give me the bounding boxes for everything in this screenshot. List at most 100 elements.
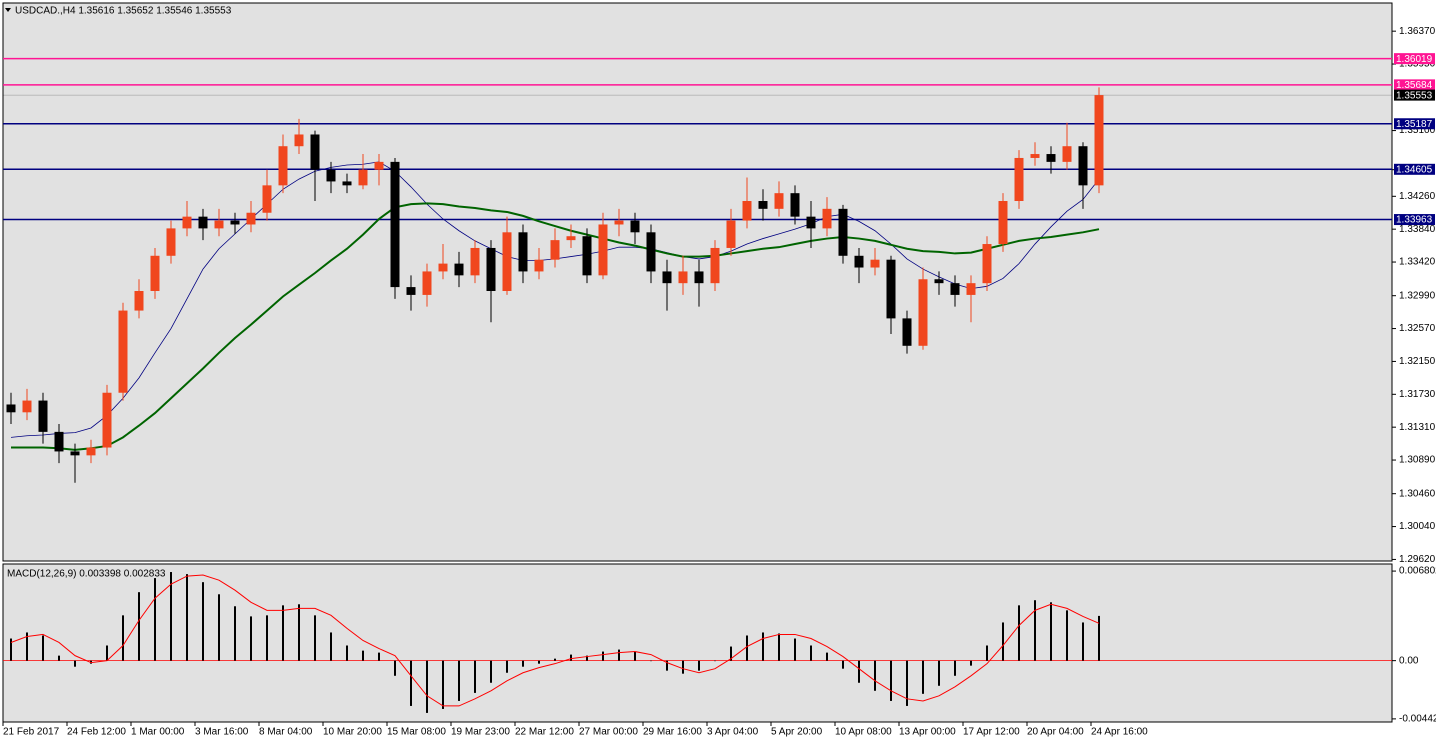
candle-body xyxy=(262,185,272,213)
macd-bar xyxy=(42,635,44,661)
macd-bar xyxy=(538,660,540,664)
candle-body xyxy=(934,279,944,284)
macd-bar xyxy=(378,652,380,661)
macd-bar xyxy=(650,660,652,662)
candle-body xyxy=(278,146,288,186)
signal-line xyxy=(10,574,1100,707)
candle-body xyxy=(1062,146,1072,162)
macd-bar xyxy=(794,638,796,661)
menu-arrow[interactable] xyxy=(5,8,11,12)
candle-body xyxy=(182,216,192,229)
macd-bar xyxy=(474,660,476,693)
macd-bar xyxy=(170,572,172,661)
y-tick-label: 1.30040 xyxy=(1399,521,1436,532)
macd-bar xyxy=(394,660,396,676)
macd-bar xyxy=(106,645,108,661)
x-tick-label: 8 Mar 04:00 xyxy=(259,727,313,738)
candle-body xyxy=(710,247,720,284)
y-tick-label: 1.29620 xyxy=(1399,554,1436,565)
macd-bar xyxy=(250,616,252,661)
candle-body xyxy=(246,212,256,225)
level-label: 1.33963 xyxy=(1396,215,1433,226)
candle-body xyxy=(966,283,976,295)
candle-body xyxy=(22,400,32,413)
y-tick-label: 1.34260 xyxy=(1399,191,1436,202)
y-tick-label: 1.35100 xyxy=(1399,125,1436,136)
macd-bar xyxy=(938,660,940,686)
x-tick-label: 24 Apr 16:00 xyxy=(1091,727,1148,738)
candle-body xyxy=(214,220,224,229)
macd-panel xyxy=(2,563,1393,723)
y-tick-label: 1.33420 xyxy=(1399,257,1436,268)
level-label: 1.35553 xyxy=(1396,90,1433,101)
y-tick-label: 1.32150 xyxy=(1399,356,1436,367)
y-tick-label: 1.36370 xyxy=(1399,26,1436,37)
candle-body xyxy=(1030,154,1040,158)
candle-body xyxy=(550,240,560,260)
candle-body xyxy=(982,244,992,284)
level-label: 1.36019 xyxy=(1396,54,1433,65)
candle-body xyxy=(566,236,576,241)
level-label: 1.35684 xyxy=(1396,80,1433,91)
macd-bar xyxy=(10,638,12,661)
y-tick-label: 1.30890 xyxy=(1399,455,1436,466)
level-label-box xyxy=(1394,118,1435,130)
chart-title: USDCAD.,H4 1.35616 1.35652 1.35546 1.355… xyxy=(15,6,232,17)
macd-bar xyxy=(874,660,876,691)
macd-bar xyxy=(586,655,588,661)
macd-bar xyxy=(58,655,60,661)
macd-bar xyxy=(570,654,572,661)
candle-body xyxy=(950,283,960,295)
candle-body xyxy=(150,255,160,291)
level-label-box xyxy=(1394,214,1435,226)
macd-bar xyxy=(298,604,300,661)
macd-bar xyxy=(730,646,732,661)
macd-bar xyxy=(698,660,700,671)
y-tick-label: 0.00 xyxy=(1399,655,1419,666)
macd-bar xyxy=(1002,622,1004,661)
candle-body xyxy=(374,161,384,170)
candle-body xyxy=(582,236,592,276)
macd-bar xyxy=(1082,622,1084,661)
y-tick-label: 0.006802 xyxy=(1399,566,1436,577)
macd-bar xyxy=(778,633,780,661)
candle-body xyxy=(198,216,208,229)
y-tick-label: 1.32990 xyxy=(1399,290,1436,301)
x-tick-label: 10 Mar 20:00 xyxy=(323,727,382,738)
macd-bar xyxy=(618,649,620,661)
macd-bar xyxy=(1034,600,1036,661)
macd-bar xyxy=(154,578,156,661)
y-tick-label: 1.32570 xyxy=(1399,323,1436,334)
candle-body xyxy=(758,201,768,209)
level-label: 1.34605 xyxy=(1396,164,1433,175)
x-tick-label: 3 Mar 16:00 xyxy=(195,727,249,738)
y-tick-label: 1.33840 xyxy=(1399,224,1436,235)
candle-body xyxy=(838,208,848,256)
macd-bar xyxy=(490,660,492,683)
candle-body xyxy=(854,255,864,268)
candle-body xyxy=(470,247,480,276)
macd-bar xyxy=(266,615,268,661)
macd-bar xyxy=(362,650,364,661)
macd-bar xyxy=(970,660,972,666)
candle-body xyxy=(86,447,96,456)
macd-title: MACD(12,26,9) 0.003398 0.002833 xyxy=(7,569,166,580)
macd-bar xyxy=(26,632,28,661)
macd-bar xyxy=(954,660,956,676)
macd-bar xyxy=(330,632,332,661)
macd-bar xyxy=(1050,602,1052,661)
level-label-box xyxy=(1394,79,1435,91)
candle-body xyxy=(870,259,880,268)
candle-body xyxy=(998,201,1008,245)
y-tick-label: 1.35950 xyxy=(1399,59,1436,70)
candle-body xyxy=(6,404,16,413)
y-tick-label: 1.30460 xyxy=(1399,488,1436,499)
x-tick-label: 27 Mar 00:00 xyxy=(579,727,638,738)
macd-bar xyxy=(1098,615,1100,661)
macd-bar xyxy=(810,645,812,661)
x-tick-label: 19 Mar 23:00 xyxy=(451,727,510,738)
candle-body xyxy=(886,259,896,319)
macd-bar xyxy=(442,660,444,709)
candle-body xyxy=(294,134,304,147)
level-label: 1.35187 xyxy=(1396,119,1433,130)
